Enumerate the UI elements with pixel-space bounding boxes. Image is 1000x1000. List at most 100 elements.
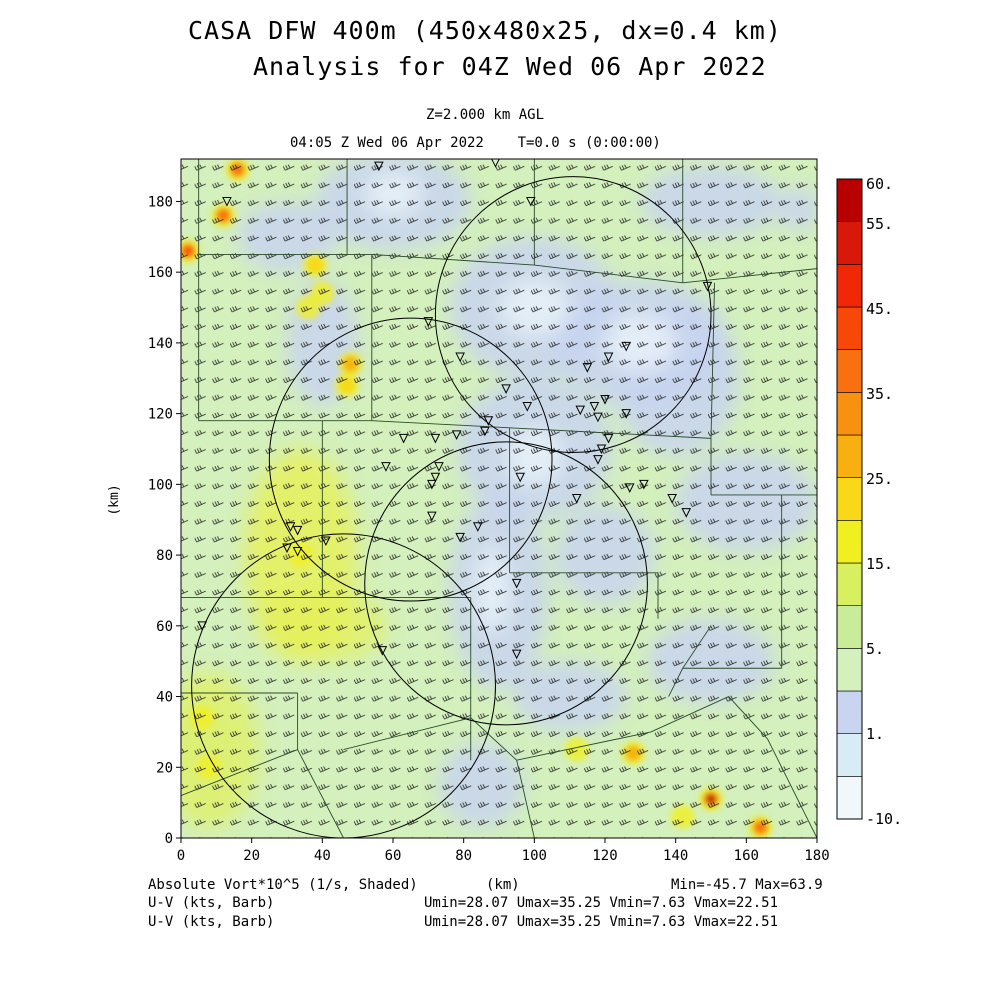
county-boundaries [181,159,817,838]
x-tick-label-9: 180 [804,848,829,864]
station-marker-41 [292,547,303,557]
colorbar-frame [836,178,863,820]
x-tick-label-3: 60 [385,848,402,864]
station-marker-29 [515,472,526,483]
plot-frame [180,158,818,839]
colorbar-label-5: 15. [866,555,893,573]
y-tick-label-0: 0 [165,831,173,847]
station-marker-26 [434,462,444,472]
colorbar-label-1: 55. [866,215,893,233]
radar-ring-3 [191,533,496,838]
station-marker-28 [427,479,437,490]
county-line-31 [516,731,652,761]
station-marker-13 [589,402,600,412]
axes: 0 20 40 60 80 100 120 140 160 180 0 20 40 60 80 100 120 1… [148,194,830,864]
y-tick-label-9: 180 [148,194,173,210]
county-line-35 [682,625,712,669]
station-marker-16 [621,409,632,419]
station-marker-22 [603,433,614,444]
colorbar-swatch-8 [836,434,863,478]
colorbar-swatch-2 [836,690,863,734]
radar-ring-0 [268,317,553,602]
colorbar-swatch-13 [836,221,863,265]
station-marker-12 [600,394,610,405]
radar-range-rings [191,176,712,838]
station-marker-1 [491,159,500,168]
county-line-7 [534,264,683,284]
station-marker-5 [423,317,434,327]
station-marker-33 [667,494,677,504]
colorbar-swatch-0 [836,776,863,820]
level-label: Z=2.000 km AGL [426,107,545,123]
colorbar: 60. 55. 45. 35. 25. 15. 5. 1. -10. [836,175,902,828]
county-line-9 [682,268,817,284]
radar-ring-1 [434,176,712,454]
colorbar-label-0: 60. [866,175,893,193]
county-line-28 [343,717,471,751]
station-marker-39 [455,532,465,543]
title-line-2: Analysis for 04Z Wed 06 Apr 2022 [253,52,767,81]
station-marker-42 [321,536,331,547]
station-marker-30 [639,479,649,490]
colorbar-swatch-4 [836,605,863,649]
x-tick-label-7: 140 [663,848,688,864]
station-marker-9 [582,363,593,373]
station-marker-37 [292,525,303,536]
y-tick-label-4: 80 [156,548,173,564]
y-tick-label-3: 60 [156,619,173,635]
colorbar-swatch-11 [836,306,863,350]
y-tick-label-5: 100 [148,477,173,493]
station-marker-14 [575,405,586,416]
county-line-29 [470,717,517,761]
county-line-32 [650,696,729,733]
field-range: Min=-45.7 Max=63.9 [671,877,823,893]
colorbar-swatch-14 [836,178,863,222]
station-marker-20 [483,416,494,426]
station-marker-40 [282,543,292,554]
colorbar-swatch-7 [836,477,863,521]
station-marker-34 [681,508,692,518]
county-line-30 [516,760,535,838]
barb-label-2: U-V (kts, Barb) [148,914,275,930]
county-line-36 [668,668,684,697]
radar-ring-2 [364,441,648,726]
county-line-11 [509,427,712,439]
colorbar-label-6: 5. [866,640,884,658]
x-tick-label-5: 100 [522,848,547,864]
station-marker-24 [593,455,603,465]
county-line-34 [767,738,817,838]
station-marker-19 [480,426,490,437]
station-marker-21 [398,433,409,444]
station-marker-38 [472,522,483,532]
station-marker-2 [222,196,232,207]
colorbar-label-7: 1. [866,725,884,743]
county-line-4 [371,254,535,266]
station-marker-0 [374,161,384,172]
station-marker-31 [624,483,635,494]
county-line-26 [181,749,298,796]
station-marker-3 [525,196,536,207]
title-line-1: CASA DFW 400m (450x480x25, dx=0.4 km) [188,16,782,45]
x-tick-label-4: 80 [455,848,472,864]
y-tick-label-1: 20 [156,760,173,776]
plot-area [181,159,817,838]
station-marker-46 [511,649,522,660]
station-marker-36 [285,522,296,532]
colorbar-swatch-3 [836,648,863,692]
barb-range-1: Umin=28.07 Umax=35.25 Vmin=7.63 Vmax=22.… [424,895,779,911]
x-tick-label-1: 20 [243,848,260,864]
station-marker-32 [571,494,582,504]
station-marker-27 [430,472,441,483]
colorbar-label-3: 35. [866,385,893,403]
wind-barbs [181,159,817,838]
colorbar-swatch-9 [836,392,863,436]
radar-stations [197,159,713,660]
station-marker-43 [511,578,522,589]
y-tick-label-2: 40 [156,690,173,706]
station-marker-18 [451,430,462,440]
county-line-10 [371,420,510,429]
county-line-33 [728,696,768,740]
colorbar-swatch-12 [836,264,863,308]
colorbar-label-2: 45. [866,300,893,318]
